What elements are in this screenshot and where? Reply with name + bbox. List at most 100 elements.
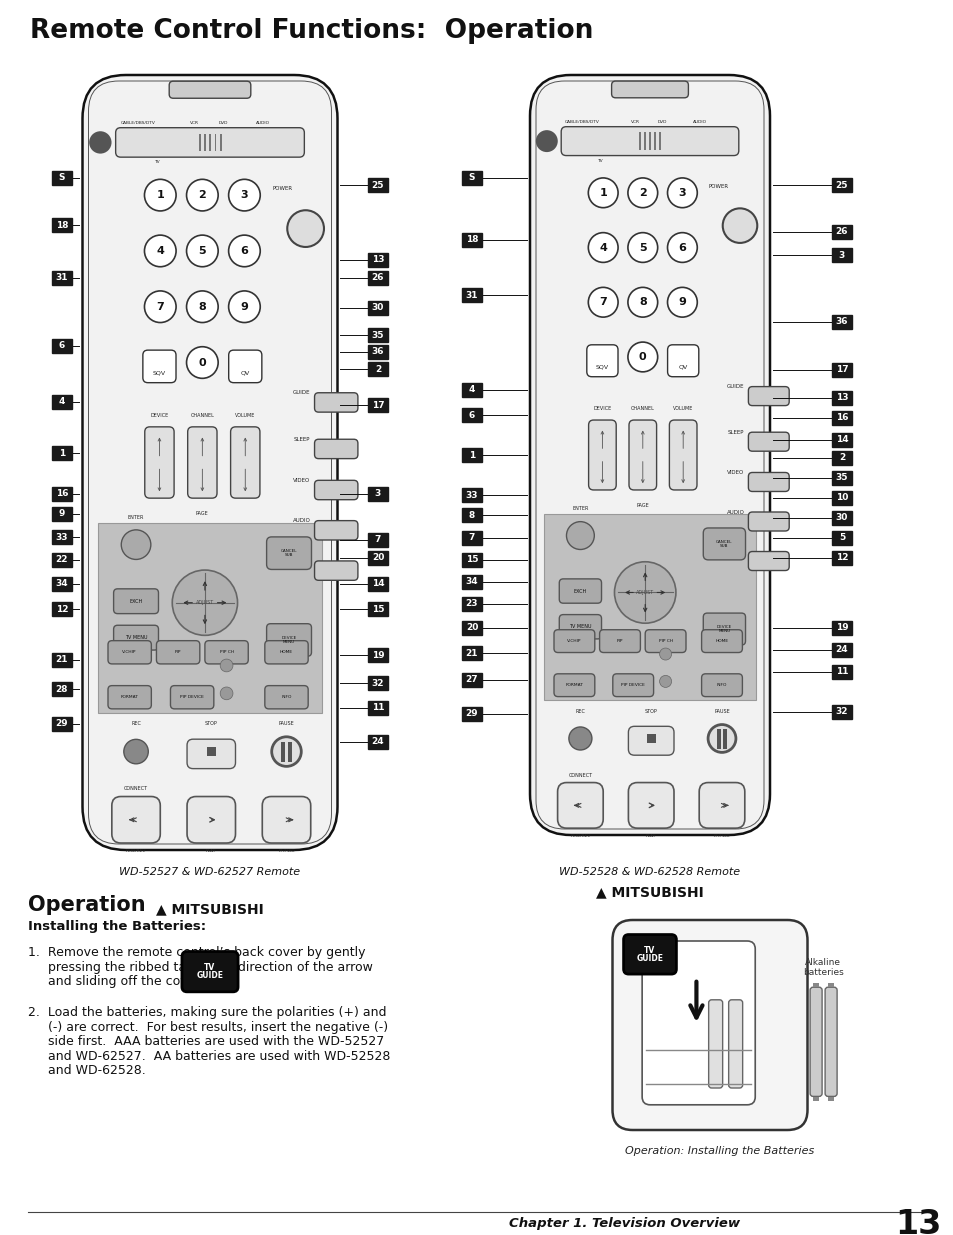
- Text: ADJUST: ADJUST: [636, 590, 654, 595]
- Text: 2.  Load the batteries, making sure the polarities (+) and: 2. Load the batteries, making sure the p…: [28, 1007, 386, 1019]
- Text: PIP CH: PIP CH: [658, 640, 672, 643]
- Bar: [659, 132, 660, 149]
- FancyBboxPatch shape: [557, 783, 602, 829]
- FancyBboxPatch shape: [612, 674, 653, 697]
- Text: CABLE/DBS/DTV: CABLE/DBS/DTV: [564, 120, 599, 124]
- Bar: [461, 597, 481, 611]
- FancyBboxPatch shape: [669, 420, 697, 490]
- Bar: [461, 408, 481, 422]
- FancyBboxPatch shape: [747, 513, 788, 531]
- Text: 0: 0: [639, 352, 646, 362]
- Bar: [368, 701, 388, 715]
- Text: (-) are correct.  For best results, insert the negative (-): (-) are correct. For best results, inser…: [28, 1020, 388, 1034]
- Bar: [544, 514, 755, 700]
- Text: 35: 35: [835, 473, 847, 483]
- Text: V-CHIP: V-CHIP: [566, 640, 581, 643]
- Text: 2: 2: [639, 188, 646, 198]
- Text: 4: 4: [598, 242, 606, 252]
- FancyBboxPatch shape: [554, 674, 594, 697]
- Text: 9: 9: [240, 301, 248, 311]
- Text: WD-52527 & WD-62527 Remote: WD-52527 & WD-62527 Remote: [119, 867, 300, 877]
- Text: 5: 5: [198, 246, 206, 256]
- Bar: [368, 398, 388, 412]
- Text: TV: TV: [597, 158, 602, 163]
- Text: Chapter 1. Television Overview: Chapter 1. Television Overview: [508, 1218, 740, 1230]
- Text: INFO: INFO: [281, 695, 292, 699]
- Text: 24: 24: [372, 737, 384, 746]
- Bar: [643, 132, 645, 149]
- Circle shape: [121, 530, 151, 559]
- Circle shape: [172, 571, 237, 635]
- Text: ENTER: ENTER: [128, 515, 144, 520]
- Circle shape: [588, 232, 618, 262]
- Circle shape: [229, 291, 260, 322]
- Circle shape: [568, 727, 591, 750]
- Circle shape: [229, 235, 260, 267]
- Bar: [368, 577, 388, 592]
- FancyBboxPatch shape: [667, 345, 698, 377]
- FancyBboxPatch shape: [115, 127, 304, 157]
- Text: CHANNEL: CHANNEL: [191, 412, 214, 417]
- Text: 6: 6: [59, 342, 65, 351]
- Bar: [646, 734, 655, 743]
- Text: 19: 19: [372, 651, 384, 659]
- Bar: [52, 170, 71, 185]
- Text: TV: TV: [154, 161, 160, 164]
- Text: 13: 13: [372, 256, 384, 264]
- Bar: [831, 705, 851, 719]
- Text: TV
GUIDE: TV GUIDE: [196, 963, 223, 981]
- Circle shape: [588, 178, 618, 207]
- Bar: [98, 522, 322, 713]
- Text: SLEEP: SLEEP: [294, 437, 311, 442]
- Text: 4: 4: [59, 398, 65, 406]
- FancyBboxPatch shape: [708, 1000, 722, 1088]
- Bar: [52, 577, 71, 592]
- Text: PLAY: PLAY: [645, 834, 656, 839]
- Bar: [831, 511, 851, 525]
- Circle shape: [187, 179, 218, 211]
- Text: 27: 27: [465, 676, 477, 684]
- Bar: [461, 621, 481, 635]
- Text: SQV: SQV: [596, 364, 608, 369]
- Text: AUDIO: AUDIO: [726, 510, 743, 515]
- Circle shape: [667, 288, 697, 317]
- Text: PAUSE: PAUSE: [714, 709, 729, 714]
- FancyBboxPatch shape: [588, 420, 616, 490]
- FancyBboxPatch shape: [699, 783, 744, 829]
- Text: side first.  AAA batteries are used with the WD-52527: side first. AAA batteries are used with …: [28, 1035, 384, 1049]
- Text: 5: 5: [639, 242, 646, 252]
- Text: 31: 31: [55, 273, 69, 283]
- Bar: [654, 132, 656, 149]
- Bar: [461, 673, 481, 687]
- Text: POWER: POWER: [273, 186, 293, 191]
- Bar: [461, 170, 481, 185]
- Bar: [831, 451, 851, 466]
- Text: 8: 8: [198, 301, 206, 311]
- Text: 26: 26: [372, 273, 384, 283]
- FancyBboxPatch shape: [314, 393, 357, 412]
- FancyBboxPatch shape: [314, 521, 357, 540]
- FancyBboxPatch shape: [641, 941, 755, 1105]
- Bar: [812, 1098, 819, 1102]
- Text: 7: 7: [375, 536, 381, 545]
- Bar: [368, 362, 388, 375]
- Bar: [368, 676, 388, 690]
- Bar: [831, 433, 851, 447]
- Text: POWER: POWER: [707, 184, 728, 189]
- Text: CONNECT: CONNECT: [568, 773, 592, 778]
- Text: 7: 7: [156, 301, 164, 311]
- FancyBboxPatch shape: [265, 685, 308, 709]
- Bar: [827, 1098, 833, 1102]
- Text: STOP: STOP: [644, 709, 657, 714]
- Text: Remote Control Functions:  Operation: Remote Control Functions: Operation: [30, 19, 593, 44]
- Text: FORMAT: FORMAT: [565, 683, 582, 687]
- Bar: [281, 742, 285, 762]
- FancyBboxPatch shape: [747, 432, 788, 451]
- FancyBboxPatch shape: [205, 641, 248, 664]
- Bar: [368, 735, 388, 748]
- Text: 29: 29: [55, 720, 69, 729]
- Text: Operation: Installing the Batteries: Operation: Installing the Batteries: [625, 1146, 814, 1156]
- Text: 8: 8: [468, 510, 475, 520]
- Text: PIP DEVICE: PIP DEVICE: [180, 695, 204, 699]
- Text: INFO: INFO: [716, 683, 726, 687]
